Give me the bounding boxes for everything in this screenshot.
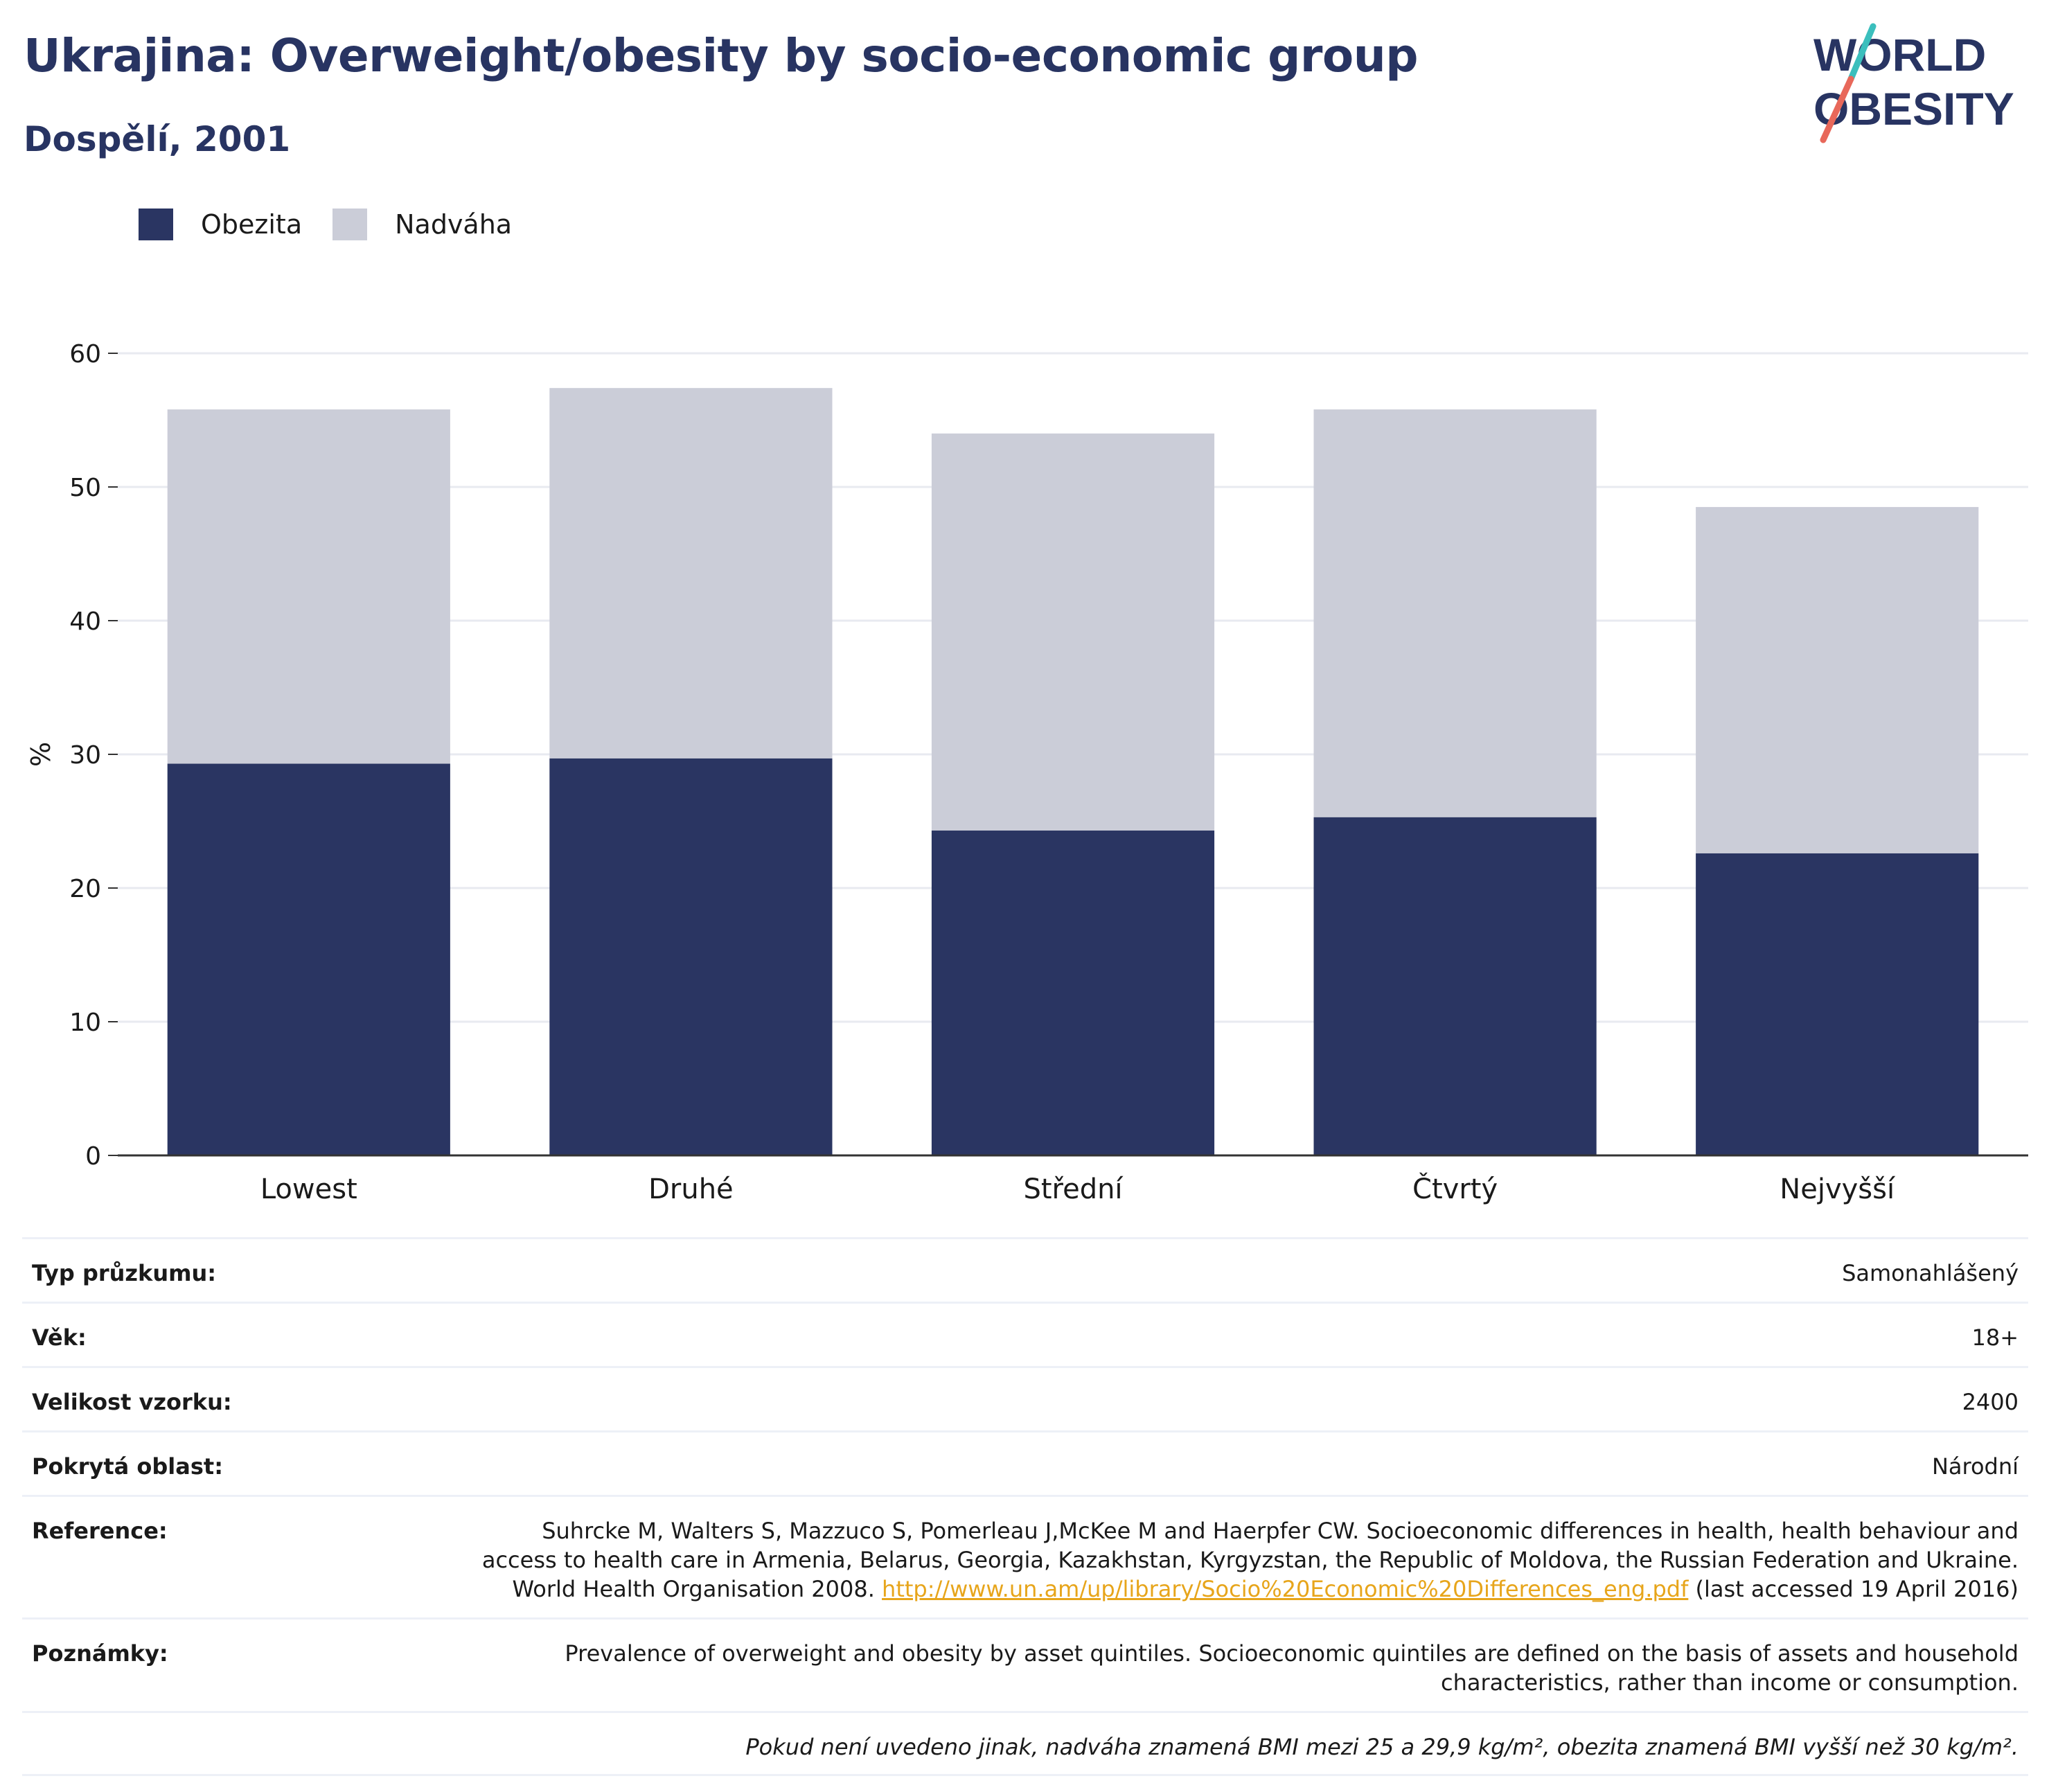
world-obesity-logo: WORLD OBESITY [1813,23,2014,143]
info-value: 18+ [1971,1324,2019,1351]
y-tick-label: 60 [69,340,101,369]
info-value: Samonahlášený [1842,1260,2019,1286]
bar-overweight [931,433,1215,831]
y-tick-label: 40 [69,607,101,636]
info-row-notes: Poznámky: Prevalence of overweight and o… [22,1617,2028,1711]
info-table: Typ průzkumu: Samonahlášený Věk: 18+ Vel… [22,1237,2028,1776]
info-label: Velikost vzorku: [32,1389,232,1415]
bar-obesity [931,831,1215,1155]
legend-swatch-obesity [139,209,173,240]
x-tick-label: Střední [1023,1173,1124,1205]
y-tick-label: 10 [69,1009,101,1037]
legend-item-obesity[interactable]: Obezita [139,209,302,240]
bar-obesity [1313,817,1597,1155]
y-tick-label: 50 [69,474,101,502]
reference-text-after: (last accessed 19 April 2016) [1688,1576,2019,1602]
info-value: 2400 [1962,1389,2019,1415]
legend-label-overweight: Nadváha [395,209,513,240]
y-tick-label: 30 [69,741,101,770]
bar-obesity [549,758,833,1155]
reference-text-before: Suhrcke M, Walters S, Mazzuco S, Pomerle… [481,1518,2019,1602]
y-tick-label: 0 [85,1142,101,1171]
bar-overweight [1696,506,1979,853]
info-row-survey-type: Typ průzkumu: Samonahlášený [22,1237,2028,1302]
chart-subtitle: Dospělí, 2001 [24,119,291,159]
y-axis-label: % [26,742,56,767]
bar-overweight [167,409,450,764]
y-tick-label: 20 [69,875,101,903]
bar-overweight [1313,409,1597,817]
info-label: Reference: [32,1518,168,1544]
legend-item-overweight[interactable]: Nadváha [332,209,512,240]
info-row-reference: Reference: Suhrcke M, Walters S, Mazzuco… [22,1495,2028,1617]
x-tick-label: Čtvrtý [1412,1172,1498,1205]
info-value: Prevalence of overweight and obesity by … [565,1640,2019,1696]
info-row-sample-size: Velikost vzorku: 2400 [22,1366,2028,1430]
bar-overweight [549,388,833,759]
legend-swatch-overweight [332,209,368,240]
info-row-age: Věk: 18+ [22,1302,2028,1366]
info-label: Pokrytá oblast: [32,1453,223,1480]
reference-link[interactable]: http://www.un.am/up/library/Socio%20Econ… [882,1576,1689,1602]
info-row-area: Pokrytá oblast: Národní [22,1430,2028,1495]
stacked-bar-chart: 0 10 20 30 40 50 60% Lowest Druhé Střední Čtvrtý Ne… [26,340,2028,1205]
logo-line1: WORLD [1813,29,1986,80]
logo-slash-bottom [1820,76,1854,143]
footnote: Pokud není uvedeno jinak, nadváha znamen… [22,1711,2028,1776]
bar-obesity [1696,853,1979,1155]
info-label: Poznámky: [32,1640,168,1667]
x-tick-label: Lowest [260,1173,357,1205]
info-label: Typ průzkumu: [32,1260,217,1286]
info-value: Národní [1931,1453,2019,1480]
info-label: Věk: [32,1324,87,1351]
x-tick-label: Nejvyšší [1780,1173,1896,1205]
legend-label-obesity: Obezita [201,209,303,240]
logo-slash-top [1847,23,1877,82]
chart-title: Ukrajina: Overweight/obesity by socio-ec… [24,29,1418,82]
bar-obesity [167,763,450,1155]
chart-legend: Obezita Nadváha [139,206,542,242]
reference-text: Suhrcke M, Walters S, Mazzuco S, Pomerle… [467,1516,2019,1604]
x-tick-label: Druhé [648,1173,734,1205]
